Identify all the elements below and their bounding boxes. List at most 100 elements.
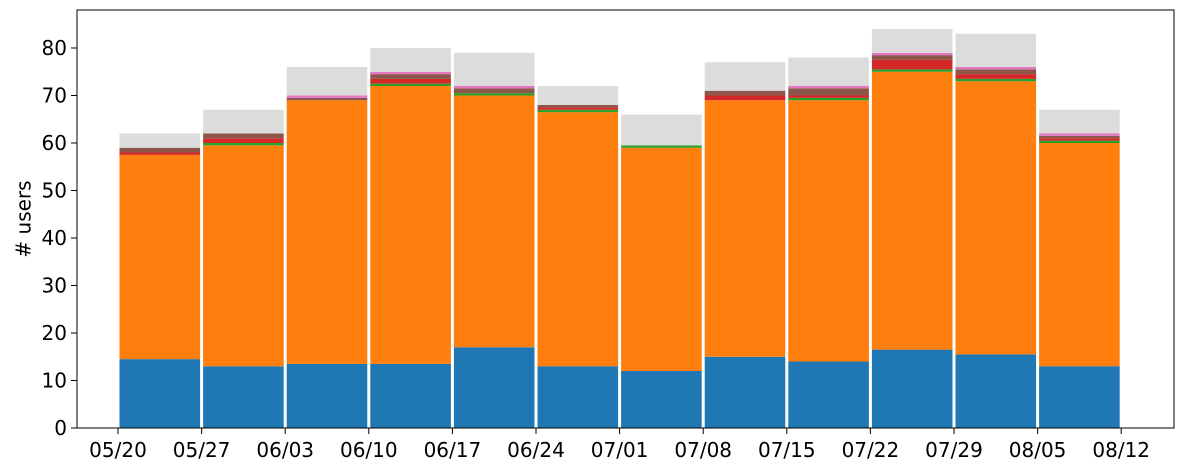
- bar-segment: [537, 109, 619, 113]
- plot-frame: [76, 9, 1175, 429]
- bar-segment: [286, 67, 368, 96]
- bar-segment: [1039, 135, 1120, 139]
- y-axis-label: # users: [12, 180, 36, 257]
- x-tick-label: 07/29: [925, 438, 983, 462]
- y-tick-label: 70: [42, 84, 67, 108]
- bar-segment: [203, 133, 284, 139]
- bar-segment: [955, 67, 1037, 70]
- bar-segment: [871, 59, 953, 70]
- bar-segment: [871, 69, 953, 72]
- y-tick-label: 0: [54, 416, 67, 440]
- x-tick-label: 06/10: [340, 438, 398, 462]
- bar-segment: [370, 86, 451, 364]
- x-tick-label: 08/12: [1092, 438, 1150, 462]
- bar-segment: [788, 57, 869, 86]
- bar-segment: [203, 138, 284, 143]
- bar-segment: [955, 74, 1037, 79]
- bar-segment: [286, 97, 368, 101]
- bar-segment: [1039, 109, 1120, 134]
- x-tick-label: 06/17: [424, 438, 482, 462]
- y-tick-label: 20: [42, 321, 67, 345]
- bar-segment: [537, 366, 619, 428]
- bar-segment: [955, 354, 1037, 429]
- bar-segment: [370, 74, 451, 79]
- bar-segment: [621, 371, 702, 428]
- bar-segment: [704, 62, 786, 91]
- bar-segment: [203, 109, 284, 134]
- bar-segment: [788, 361, 869, 428]
- x-tick-label: 06/03: [256, 438, 314, 462]
- bar-segment: [453, 347, 535, 428]
- y-tick-label: 60: [42, 131, 67, 155]
- x-tick-label: 05/27: [173, 438, 231, 462]
- bar-segment: [119, 133, 201, 148]
- bar-segment: [871, 29, 953, 53]
- bar-segment: [1039, 143, 1120, 367]
- bar-segment: [704, 100, 786, 357]
- bar-segment: [453, 95, 535, 348]
- x-tick-label: 08/05: [1009, 438, 1067, 462]
- bar-segment: [871, 349, 953, 429]
- y-tick-label: 30: [42, 274, 67, 298]
- bars-layer: [119, 29, 1120, 429]
- bar-segment: [1039, 366, 1120, 428]
- bar-segment: [788, 88, 869, 96]
- y-tick-label: 80: [42, 36, 67, 60]
- y-tick-label: 40: [42, 226, 67, 250]
- bar-segment: [286, 363, 368, 429]
- bar-segment: [871, 55, 953, 60]
- bar-segment: [453, 86, 535, 89]
- bar-segment: [370, 83, 451, 87]
- x-tick-label: 05/20: [89, 438, 147, 462]
- y-tick-label: 10: [42, 369, 67, 393]
- bar-segment: [871, 52, 953, 56]
- bar-segment: [1039, 140, 1120, 144]
- bar-segment: [537, 86, 619, 105]
- bar-segment: [203, 145, 284, 367]
- bar-segment: [119, 147, 201, 153]
- bar-segment: [203, 366, 284, 428]
- bar-segment: [370, 71, 451, 75]
- x-tick-label: 07/22: [842, 438, 900, 462]
- bar-segment: [621, 147, 702, 371]
- bar-segment: [1039, 133, 1120, 136]
- bar-segment: [286, 100, 368, 364]
- bar-segment: [537, 107, 619, 110]
- y-axis: 0 10 20 30 40 50 60 70 80: [42, 36, 77, 440]
- x-tick-label: 07/08: [674, 438, 732, 462]
- bar-segment: [370, 48, 451, 72]
- bar-segment: [370, 363, 451, 429]
- bar-segment: [955, 78, 1037, 82]
- bar-segment: [537, 112, 619, 367]
- bar-segment: [704, 95, 786, 101]
- bar-segment: [453, 88, 535, 94]
- bar-segment: [788, 100, 869, 362]
- x-tick-label: 07/15: [758, 438, 816, 462]
- bar-segment: [453, 93, 535, 96]
- bar-segment: [370, 78, 451, 84]
- x-axis: 05/20 05/27 06/03 06/10 06/17 06/24 07/01 07/08…: [89, 428, 1150, 462]
- bar-segment: [788, 95, 869, 98]
- bar-segment: [621, 114, 702, 146]
- bar-segment: [955, 69, 1037, 75]
- bar-segment: [119, 359, 201, 429]
- bar-segment: [955, 33, 1037, 67]
- bar-segment: [621, 145, 702, 148]
- bar-segment: [119, 152, 201, 155]
- bar-segment: [788, 97, 869, 101]
- bar-segment: [871, 71, 953, 350]
- bar-segment: [203, 143, 284, 146]
- x-tick-label: 06/24: [507, 438, 565, 462]
- bar-segment: [453, 52, 535, 86]
- bar-segment: [537, 105, 619, 108]
- bar-segment: [119, 154, 201, 360]
- x-tick-label: 07/01: [591, 438, 649, 462]
- bar-segment: [704, 356, 786, 428]
- y-tick-label: 50: [42, 179, 67, 203]
- bar-segment: [1039, 138, 1120, 141]
- bar-segment: [788, 86, 869, 89]
- bar-segment: [286, 95, 368, 98]
- bar-segment: [704, 90, 786, 96]
